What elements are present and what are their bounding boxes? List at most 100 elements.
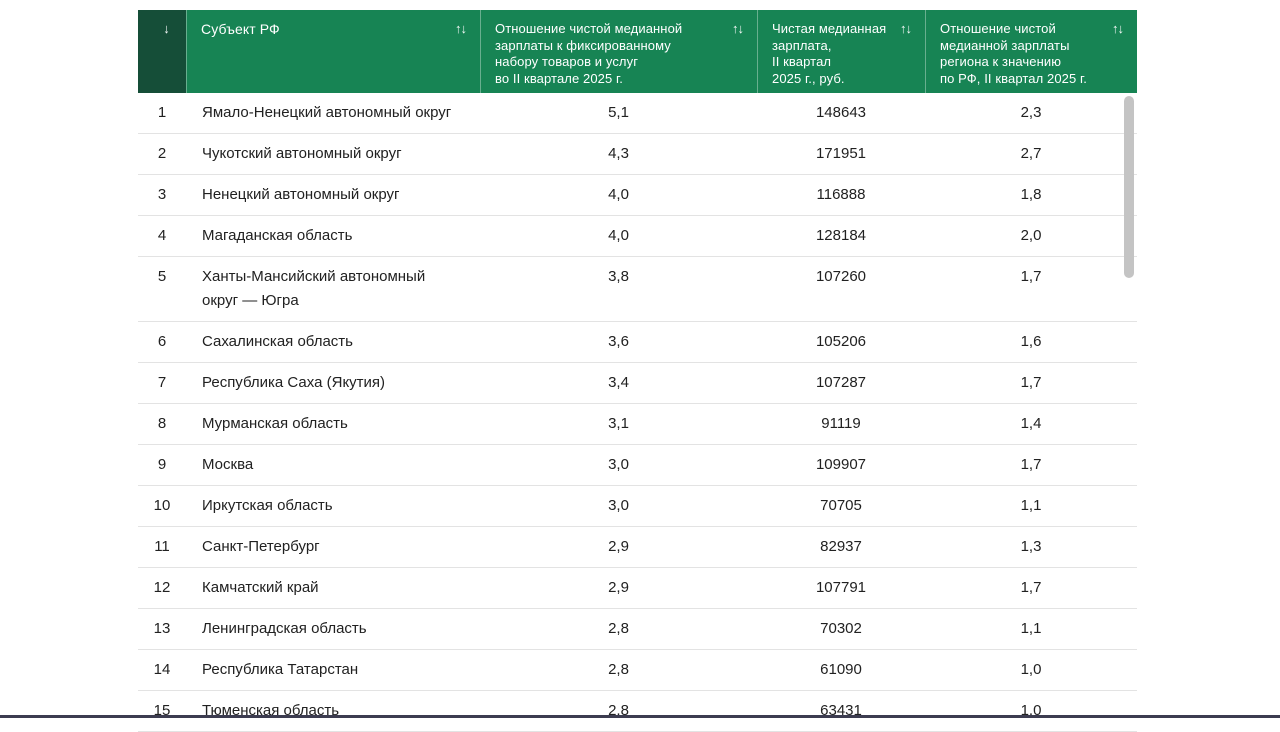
ratio-rf-cell: 1,7 bbox=[925, 257, 1137, 321]
ratio-rf-cell: 1,1 bbox=[925, 486, 1137, 526]
region-cell: Санкт-Петербург bbox=[186, 527, 480, 567]
table-row: 15 Тюменская область 2,8 63431 1,0 bbox=[138, 691, 1137, 732]
region-cell: Иркутская область bbox=[186, 486, 480, 526]
table-row: 12 Камчатский край 2,9 107791 1,7 bbox=[138, 568, 1137, 609]
salary-cell: 171951 bbox=[757, 134, 925, 174]
ratio-rf-cell: 1,4 bbox=[925, 404, 1137, 444]
ratio-goods-cell: 4,0 bbox=[480, 175, 757, 215]
column-header-salary-label: Чистая медианная зарплата, II квартал 20… bbox=[772, 21, 892, 87]
column-header-ratio-goods-label: Отношение чистой медианной зарплаты к фи… bbox=[495, 21, 724, 87]
regions-salary-table: ↓ Субъект РФ ↑↓ Отношение чистой медианн… bbox=[138, 10, 1137, 732]
region-cell: Ханты-Мансийский автономный округ — Югра bbox=[186, 257, 480, 321]
ratio-goods-cell: 3,6 bbox=[480, 322, 757, 362]
ratio-goods-cell: 2,8 bbox=[480, 691, 757, 731]
rank-cell: 6 bbox=[138, 322, 186, 362]
ratio-rf-cell: 1,7 bbox=[925, 568, 1137, 608]
salary-cell: 91119 bbox=[757, 404, 925, 444]
salary-cell: 109907 bbox=[757, 445, 925, 485]
ratio-rf-cell: 1,0 bbox=[925, 650, 1137, 690]
column-header-rank[interactable]: ↓ bbox=[138, 10, 186, 93]
column-header-ratio-rf[interactable]: Отношение чистой медианной зарплаты реги… bbox=[925, 10, 1137, 93]
salary-cell: 63431 bbox=[757, 691, 925, 731]
salary-cell: 107791 bbox=[757, 568, 925, 608]
sort-descending-icon[interactable]: ↓ bbox=[163, 21, 169, 37]
region-cell: Республика Татарстан bbox=[186, 650, 480, 690]
ratio-goods-cell: 5,1 bbox=[480, 93, 757, 133]
table-row: 5 Ханты-Мансийский автономный округ — Юг… bbox=[138, 257, 1137, 322]
salary-cell: 148643 bbox=[757, 93, 925, 133]
ratio-rf-cell: 1,0 bbox=[925, 691, 1137, 731]
region-cell: Мурманская область bbox=[186, 404, 480, 444]
table-row: 14 Республика Татарстан 2,8 61090 1,0 bbox=[138, 650, 1137, 691]
ratio-goods-cell: 2,8 bbox=[480, 650, 757, 690]
table-row: 7 Республика Саха (Якутия) 3,4 107287 1,… bbox=[138, 363, 1137, 404]
rank-cell: 12 bbox=[138, 568, 186, 608]
region-cell: Магаданская область bbox=[186, 216, 480, 256]
ratio-goods-cell: 3,0 bbox=[480, 486, 757, 526]
region-cell: Камчатский край bbox=[186, 568, 480, 608]
rank-cell: 13 bbox=[138, 609, 186, 649]
table-row: 6 Сахалинская область 3,6 105206 1,6 bbox=[138, 322, 1137, 363]
region-cell: Ямало-Ненецкий автономный округ bbox=[186, 93, 480, 133]
ratio-rf-cell: 1,8 bbox=[925, 175, 1137, 215]
ratio-rf-cell: 1,1 bbox=[925, 609, 1137, 649]
rank-cell: 7 bbox=[138, 363, 186, 403]
salary-cell: 70302 bbox=[757, 609, 925, 649]
column-header-ratio-goods[interactable]: Отношение чистой медианной зарплаты к фи… bbox=[480, 10, 757, 93]
sort-toggle-icon[interactable]: ↑↓ bbox=[900, 21, 911, 37]
ratio-rf-cell: 1,6 bbox=[925, 322, 1137, 362]
sort-toggle-icon[interactable]: ↑↓ bbox=[455, 21, 466, 37]
region-cell: Тюменская область bbox=[186, 691, 480, 731]
salary-cell: 116888 bbox=[757, 175, 925, 215]
rank-cell: 14 bbox=[138, 650, 186, 690]
rank-cell: 15 bbox=[138, 691, 186, 731]
table-row: 4 Магаданская область 4,0 128184 2,0 bbox=[138, 216, 1137, 257]
rank-cell: 11 bbox=[138, 527, 186, 567]
region-cell: Ненецкий автономный округ bbox=[186, 175, 480, 215]
column-header-salary[interactable]: Чистая медианная зарплата, II квартал 20… bbox=[757, 10, 925, 93]
ratio-goods-cell: 4,3 bbox=[480, 134, 757, 174]
table-row: 11 Санкт-Петербург 2,9 82937 1,3 bbox=[138, 527, 1137, 568]
rank-cell: 4 bbox=[138, 216, 186, 256]
rank-cell: 3 bbox=[138, 175, 186, 215]
vertical-scrollbar-thumb[interactable] bbox=[1124, 96, 1134, 278]
table-row: 10 Иркутская область 3,0 70705 1,1 bbox=[138, 486, 1137, 527]
region-cell: Сахалинская область bbox=[186, 322, 480, 362]
column-header-region[interactable]: Субъект РФ ↑↓ bbox=[186, 10, 480, 93]
table-row: 9 Москва 3,0 109907 1,7 bbox=[138, 445, 1137, 486]
salary-cell: 61090 bbox=[757, 650, 925, 690]
table-row: 8 Мурманская область 3,1 91119 1,4 bbox=[138, 404, 1137, 445]
bottom-divider-bar bbox=[0, 715, 1280, 718]
ratio-goods-cell: 3,1 bbox=[480, 404, 757, 444]
ratio-goods-cell: 4,0 bbox=[480, 216, 757, 256]
salary-cell: 105206 bbox=[757, 322, 925, 362]
rank-cell: 5 bbox=[138, 257, 186, 321]
salary-cell: 70705 bbox=[757, 486, 925, 526]
table-body: 1 Ямало-Ненецкий автономный округ 5,1 14… bbox=[138, 93, 1137, 732]
rank-cell: 9 bbox=[138, 445, 186, 485]
region-cell: Республика Саха (Якутия) bbox=[186, 363, 480, 403]
ratio-rf-cell: 2,7 bbox=[925, 134, 1137, 174]
rank-cell: 2 bbox=[138, 134, 186, 174]
salary-cell: 82937 bbox=[757, 527, 925, 567]
table-row: 13 Ленинградская область 2,8 70302 1,1 bbox=[138, 609, 1137, 650]
salary-cell: 128184 bbox=[757, 216, 925, 256]
table-row: 3 Ненецкий автономный округ 4,0 116888 1… bbox=[138, 175, 1137, 216]
sort-toggle-icon[interactable]: ↑↓ bbox=[1112, 21, 1123, 37]
region-cell: Москва bbox=[186, 445, 480, 485]
table-header-row: ↓ Субъект РФ ↑↓ Отношение чистой медианн… bbox=[138, 10, 1137, 93]
table-row: 2 Чукотский автономный округ 4,3 171951 … bbox=[138, 134, 1137, 175]
ratio-rf-cell: 1,7 bbox=[925, 363, 1137, 403]
ratio-goods-cell: 3,0 bbox=[480, 445, 757, 485]
ratio-goods-cell: 2,9 bbox=[480, 568, 757, 608]
rank-cell: 8 bbox=[138, 404, 186, 444]
sort-toggle-icon[interactable]: ↑↓ bbox=[732, 21, 743, 37]
ratio-goods-cell: 3,8 bbox=[480, 257, 757, 321]
rank-cell: 10 bbox=[138, 486, 186, 526]
column-header-region-label: Субъект РФ bbox=[201, 21, 447, 38]
ratio-rf-cell: 2,3 bbox=[925, 93, 1137, 133]
column-header-ratio-rf-label: Отношение чистой медианной зарплаты реги… bbox=[940, 21, 1104, 87]
ratio-rf-cell: 1,3 bbox=[925, 527, 1137, 567]
ratio-goods-cell: 3,4 bbox=[480, 363, 757, 403]
table-row: 1 Ямало-Ненецкий автономный округ 5,1 14… bbox=[138, 93, 1137, 134]
